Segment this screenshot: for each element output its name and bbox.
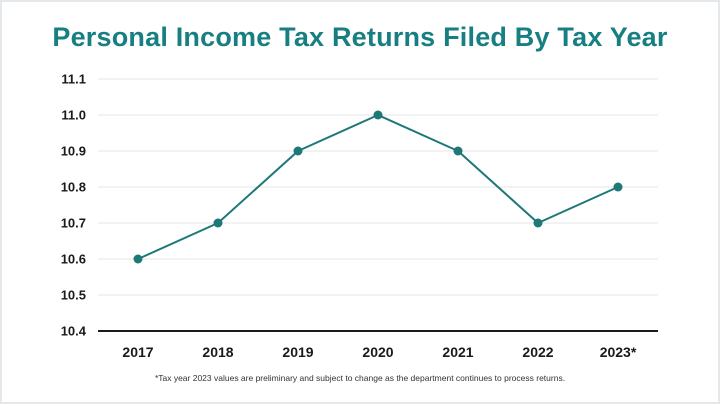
y-tick-label: 10.8: [61, 180, 86, 195]
series-layer: [133, 110, 623, 264]
y-tick-label: 10.6: [61, 252, 86, 267]
data-point: [133, 254, 143, 264]
y-tick-label: 10.9: [61, 144, 86, 159]
x-tick-label: 2018: [202, 344, 233, 360]
footnote: *Tax year 2023 values are preliminary an…: [154, 373, 566, 383]
chart-title: Personal Income Tax Returns Filed By Tax…: [52, 22, 668, 52]
x-axis-ticks: 2017 2018 2019 2020 2021 2022 2023*: [122, 344, 636, 360]
x-tick-label: 2021: [442, 344, 473, 360]
y-axis-ticks: 10.4 10.5 10.6 10.7 10.8 10.9 11.0 11.1: [61, 72, 87, 339]
data-point: [373, 110, 383, 120]
data-point: [213, 218, 223, 228]
y-tick-label: 10.4: [61, 324, 87, 339]
x-tick-label: 2022: [522, 344, 553, 360]
x-tick-label: 2020: [362, 344, 393, 360]
y-tick-label: 11.1: [61, 72, 86, 87]
data-point: [293, 146, 303, 156]
y-tick-label: 11.0: [61, 108, 86, 123]
x-tick-label: 2023*: [600, 344, 637, 360]
y-tick-label: 10.5: [61, 288, 86, 303]
data-point: [613, 182, 623, 192]
data-point: [453, 146, 463, 156]
x-tick-label: 2019: [282, 344, 313, 360]
x-tick-label: 2017: [122, 344, 153, 360]
y-tick-label: 10.7: [61, 216, 86, 231]
data-point: [533, 218, 543, 228]
